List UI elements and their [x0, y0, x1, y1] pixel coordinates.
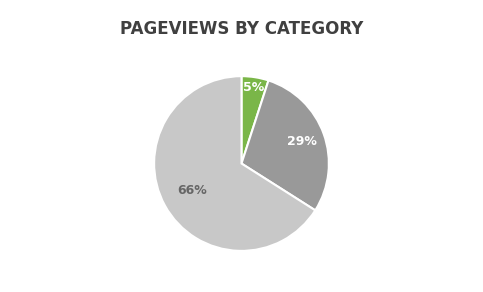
Wedge shape: [154, 76, 315, 251]
Text: 29%: 29%: [286, 135, 316, 148]
Text: 66%: 66%: [177, 184, 207, 197]
Text: PAGEVIEWS BY CATEGORY: PAGEVIEWS BY CATEGORY: [120, 20, 363, 39]
Wedge shape: [242, 80, 329, 210]
Wedge shape: [242, 76, 269, 164]
Text: 5%: 5%: [243, 81, 264, 94]
